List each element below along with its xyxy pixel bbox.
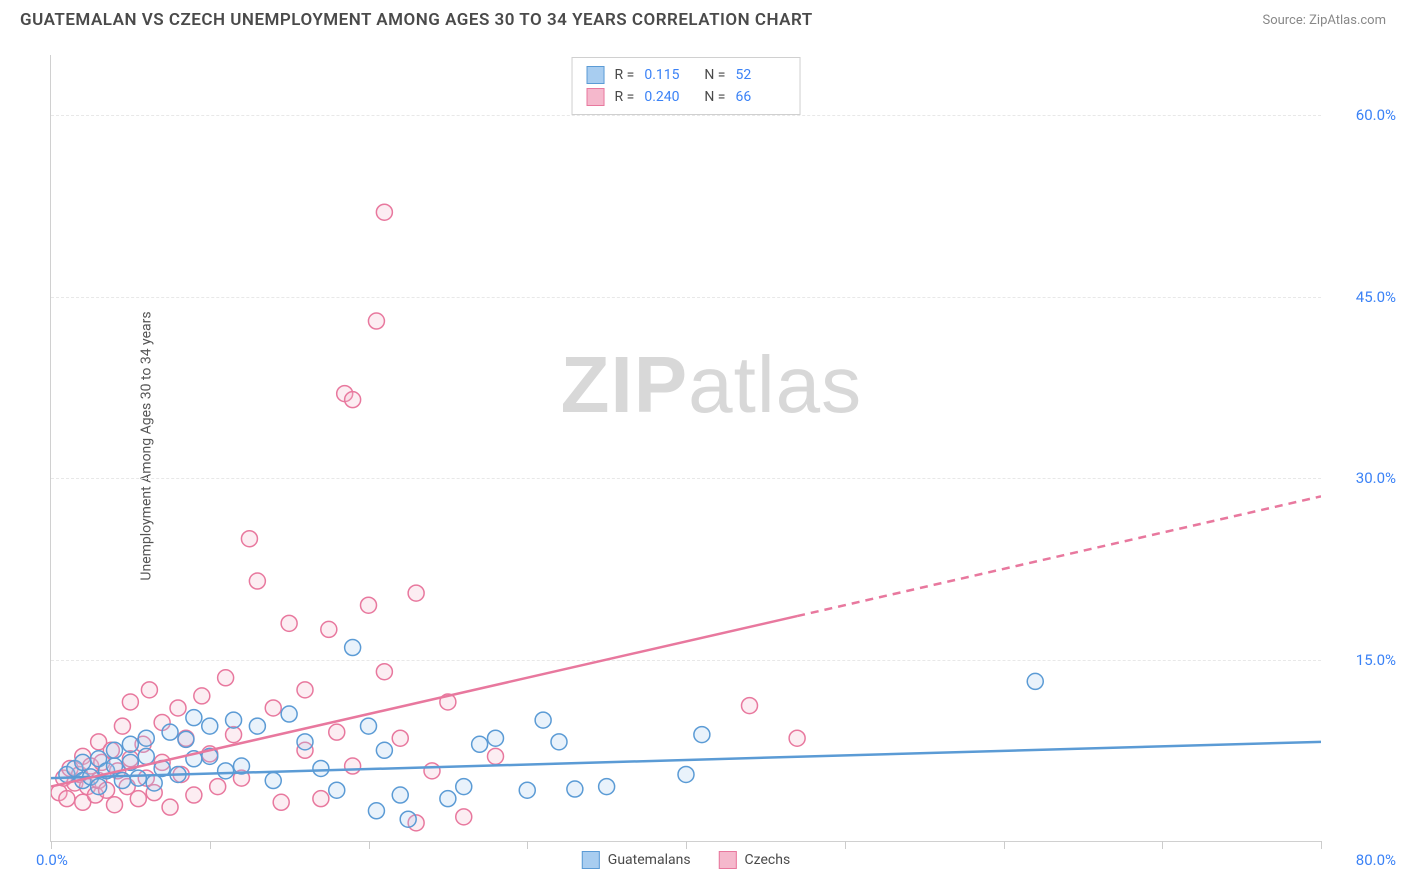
n-value-2: 66 bbox=[735, 89, 785, 105]
chart-header: GUATEMALAN VS CZECH UNEMPLOYMENT AMONG A… bbox=[0, 0, 1406, 36]
scatter-plot-svg bbox=[51, 55, 1321, 841]
legend-item-1: Guatemalans bbox=[582, 851, 691, 869]
source-attribution: Source: ZipAtlas.com bbox=[1262, 13, 1386, 28]
chart-plot-area: ZIPatlas R = 0.115 N = 52 R = 0.240 N = … bbox=[50, 55, 1321, 842]
n-label: N = bbox=[704, 67, 725, 83]
y-tick-label: 30.0% bbox=[1331, 469, 1396, 487]
y-tick-label: 60.0% bbox=[1331, 106, 1396, 124]
n-value-1: 52 bbox=[735, 67, 785, 83]
r-label-2: R = bbox=[615, 89, 635, 105]
x-axis-max-label: 80.0% bbox=[1356, 851, 1396, 869]
swatch-series-1 bbox=[587, 66, 605, 84]
r-label: R = bbox=[615, 67, 635, 83]
swatch-series-2 bbox=[587, 88, 605, 106]
n-label-2: N = bbox=[704, 89, 725, 105]
legend-label-1: Guatemalans bbox=[608, 852, 691, 868]
y-tick-label: 45.0% bbox=[1331, 288, 1396, 306]
r-value-2: 0.240 bbox=[644, 89, 694, 105]
r-value-1: 0.115 bbox=[644, 67, 694, 83]
y-tick-label: 15.0% bbox=[1331, 651, 1396, 669]
legend-item-2: Czechs bbox=[719, 851, 791, 869]
correlation-row-1: R = 0.115 N = 52 bbox=[587, 64, 786, 86]
x-axis-origin-label: 0.0% bbox=[36, 851, 68, 869]
correlation-row-2: R = 0.240 N = 66 bbox=[587, 86, 786, 108]
legend-swatch-2 bbox=[719, 851, 737, 869]
legend-swatch-1 bbox=[582, 851, 600, 869]
legend-bottom: Guatemalans Czechs bbox=[582, 851, 790, 869]
chart-title: GUATEMALAN VS CZECH UNEMPLOYMENT AMONG A… bbox=[20, 10, 813, 30]
legend-label-2: Czechs bbox=[745, 852, 791, 868]
correlation-legend-box: R = 0.115 N = 52 R = 0.240 N = 66 bbox=[572, 57, 801, 115]
